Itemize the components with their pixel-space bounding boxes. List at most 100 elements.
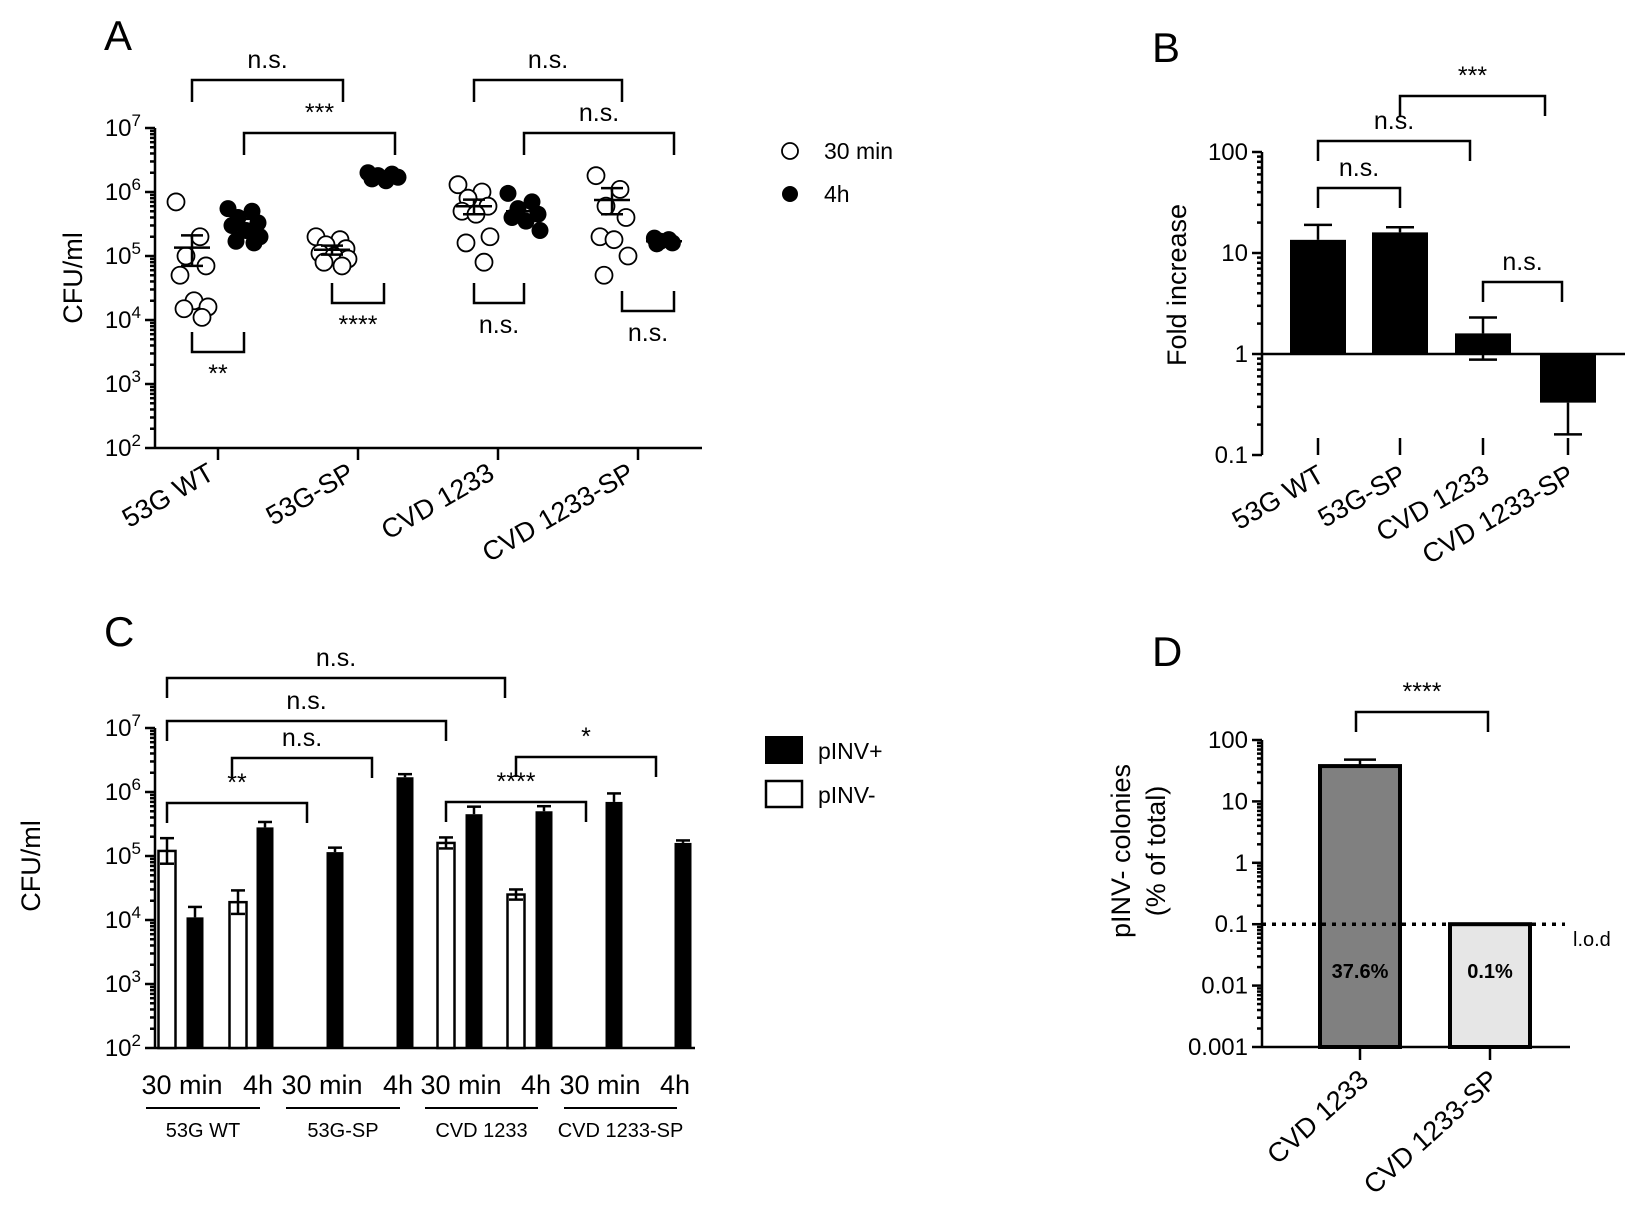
panel-d-ylabel-line2: (% of total): [1141, 786, 1171, 917]
panel-c-ytick-label: 103: [105, 967, 141, 998]
panel-d-category-label: CVD 1233: [1261, 1064, 1374, 1170]
panel-a-ns-1-bracket: [190, 78, 345, 102]
panel-a-ylabel: CFU/ml: [58, 232, 88, 323]
panel-d-sig-4star-bracket: [1354, 710, 1490, 732]
panel-a-4h-point: [517, 212, 535, 230]
legend-pinv-plus-swatch: [765, 736, 803, 764]
panel-c-sig-1star-bracket: [514, 755, 658, 777]
panel-a-ytick-label: 106: [105, 175, 141, 206]
legend-filled-circle-marker: [782, 186, 798, 202]
panel-a-ns-2-label: n.s.: [528, 46, 568, 74]
panel-b-ns-1-label: n.s.: [1374, 107, 1414, 135]
panel-a-ns-4-bracket: [472, 283, 526, 305]
panel-d-bar: [1448, 922, 1532, 1050]
panel-a-ns-3-label: n.s.: [579, 99, 619, 127]
panel-a-30min-point: [618, 246, 638, 266]
panel-a-sig-2star-label: **: [208, 360, 228, 388]
panel-b-ns-1-bracket: [1316, 139, 1472, 161]
panel-a-30min-point: [594, 265, 614, 285]
panel-b-sig-3star-label: ***: [1458, 62, 1487, 90]
panel-a-30min-point: [586, 166, 606, 186]
panel-a-4h-point: [531, 222, 549, 240]
panel-c-timepoint-label: 30 min: [141, 1070, 222, 1100]
panel-d-ytick-label: 0.1: [1215, 911, 1248, 938]
panel-a-ytick-label: 107: [105, 111, 141, 142]
panel-d-value-label: 0.1%: [1467, 961, 1513, 983]
panel-a-30min-point: [174, 299, 194, 319]
panel-b-ytick-label: 10: [1221, 240, 1248, 267]
panel-b-bar: [1540, 354, 1596, 403]
legend-30min-label: 30 min: [824, 138, 893, 164]
panel-c-sig-2star-bracket: [165, 801, 309, 823]
panel-b-sig-3star-bracket: [1398, 94, 1547, 116]
panel-a-ytick-label: 104: [105, 303, 141, 334]
panel-c-letter: C: [104, 608, 134, 655]
panel-d-sig-4star-label: ****: [1403, 678, 1442, 706]
panel-c-pinv-plus-bar: [396, 777, 414, 1048]
panel-a-sig-3star-label: ***: [305, 99, 334, 127]
panel-b-letter: B: [1152, 24, 1180, 71]
panel-a-4h-point: [245, 234, 263, 252]
panel-a-ns-3-bracket: [522, 131, 676, 155]
panel-c-timepoint-label: 4h: [521, 1070, 551, 1100]
panel-a-30min-point: [474, 252, 494, 272]
panel-c-pinv-minus-bar: [436, 841, 456, 1050]
panel-b-ns-2-bracket: [1316, 186, 1402, 208]
panel-c-pinv-plus-bar: [535, 811, 553, 1048]
panel-c-ytick-label: 102: [105, 1031, 141, 1062]
panel-b-ns-3-label: n.s.: [1502, 248, 1542, 276]
legend-pinv-minus-swatch: [764, 779, 804, 809]
panel-a-plot: 102 103 104 105 106 107 53G WT 53G-SP CVD 1233CV…: [105, 46, 702, 568]
panel-a-ytick-label: 103: [105, 367, 141, 398]
panel-d-ytick-label: 0.01: [1201, 973, 1248, 1000]
panel-d-plot: 0.001 0.01 0.1 1 10 100 37.6% CVD 1233 0.1% CVD 1…: [1188, 678, 1570, 1200]
panel-d-ytick-label: 100: [1208, 727, 1248, 754]
panel-c-ytick-label: 105: [105, 839, 141, 870]
panel-b-ns-3-bracket: [1481, 280, 1564, 302]
panel-b-ytick-label: 100: [1208, 139, 1248, 166]
panel-c-timepoint-label: 4h: [660, 1070, 690, 1100]
panel-d-letter: D: [1152, 628, 1182, 675]
panel-b-ns-2-label: n.s.: [1339, 154, 1379, 182]
panel-c-group-label: 53G WT: [166, 1120, 240, 1142]
panel-c-pinv-plus-bar: [326, 852, 344, 1048]
panel-c-timepoint-label: 30 min: [559, 1070, 640, 1100]
panel-c-pinv-minus-bar: [228, 900, 248, 1050]
legend-open-circle-marker: [781, 142, 799, 160]
panel-c-pinv-plus-bar: [674, 842, 692, 1048]
panel-d-ytick-label: 1: [1235, 850, 1248, 877]
panel-a-4h-point: [499, 184, 517, 202]
panel-a-sig-3star-bracket: [242, 131, 397, 155]
panel-c-group-label: CVD 1233-SP: [558, 1120, 684, 1142]
panel-b-ytick-label: 0.1: [1215, 442, 1248, 469]
panel-c-pinv-minus-bar: [157, 849, 177, 1050]
panel-c-pinv-plus-bar: [465, 814, 483, 1048]
panel-d-bar: [1318, 764, 1402, 1050]
panel-a-30min-point: [192, 307, 212, 327]
panel-b-ylabel: Fold increase: [1162, 204, 1192, 366]
panel-a-sig-4star-label: ****: [339, 311, 378, 339]
panel-a-ns-4-label: n.s.: [479, 311, 519, 339]
panel-c-ns-2-bracket: [165, 719, 448, 741]
panel-d-category-label: CVD 1233-SP: [1358, 1064, 1504, 1200]
panel-b-bar: [1372, 232, 1428, 354]
panel-a-30min-point: [456, 233, 476, 253]
panel-c-ytick-label: 106: [105, 775, 141, 806]
panel-a-30min-point: [166, 192, 186, 212]
panel-c-pinv-minus-bar: [506, 893, 526, 1050]
panel-c-sig-1star-label: *: [581, 723, 591, 751]
legend-4h-label: 4h: [824, 181, 850, 207]
panel-a-ytick-label: 102: [105, 431, 141, 462]
panel-d-ytick-label: 10: [1221, 788, 1248, 815]
panel-c-ylabel: CFU/ml: [16, 820, 46, 911]
panel-b-bar: [1290, 239, 1346, 354]
panel-c-ytick-label: 107: [105, 711, 141, 742]
panel-a-30min-point: [170, 265, 190, 285]
panel-c-sig-2star-label: **: [227, 769, 247, 797]
panel-a-ns-5-label: n.s.: [628, 319, 668, 347]
panel-a-ns-5-bracket: [620, 291, 676, 313]
panel-a-sig-4star-bracket: [330, 283, 386, 305]
panel-a-30min-point: [448, 175, 468, 195]
